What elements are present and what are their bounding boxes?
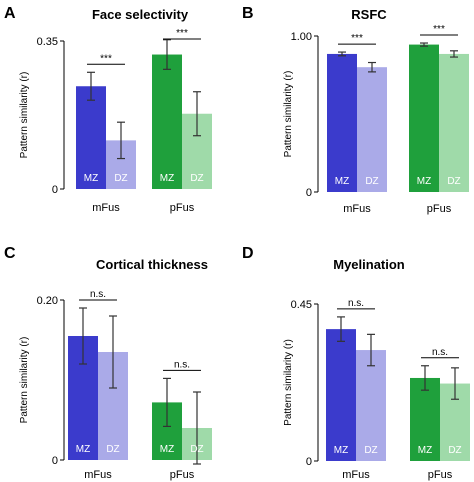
- bar-label: MZ: [84, 173, 98, 184]
- bar-label: DZ: [106, 444, 119, 455]
- panel-letter: D: [242, 245, 254, 262]
- bar-label: MZ: [160, 173, 174, 184]
- panel-c: C Cortical thickness 0 0.20 Pattern similari…: [4, 245, 212, 481]
- bar-pfus-mz: [410, 377, 440, 461]
- bar-pfus-mz: [409, 44, 439, 192]
- y-tick-label: 0: [306, 187, 312, 199]
- significance-label: ***: [433, 24, 445, 35]
- y-tick-label: 0.20: [37, 295, 58, 307]
- y-tick-label: 0: [52, 184, 58, 196]
- bar-pfus-mz: [152, 54, 182, 189]
- bar-label: DZ: [364, 445, 377, 456]
- panel-letter: A: [4, 5, 16, 22]
- bar-label: MZ: [334, 445, 348, 456]
- bar-label: MZ: [417, 176, 431, 187]
- bar-label: DZ: [114, 173, 127, 184]
- bar-label: MZ: [76, 444, 90, 455]
- y-axis-label: Pattern similarity (r): [19, 72, 30, 159]
- significance-label: n.s.: [348, 298, 364, 309]
- bar-label: MZ: [418, 445, 432, 456]
- bar-mfus-mz: [326, 329, 356, 461]
- y-tick-label: 0: [306, 456, 312, 468]
- category-label: pFus: [170, 469, 195, 481]
- bar-mfus-mz: [327, 53, 357, 192]
- bar-label: DZ: [190, 173, 203, 184]
- chart-title: Myelination: [333, 257, 405, 272]
- bar-mfus-dz: [357, 67, 387, 192]
- y-axis-label: Pattern similarity (r): [283, 71, 294, 158]
- significance-label: ***: [351, 33, 363, 44]
- bar-label: DZ: [447, 176, 460, 187]
- panel-a: A Face selectivity 0 0.35 Pattern similarity…: [4, 5, 212, 214]
- chart-title: Face selectivity: [92, 7, 189, 22]
- category-label: pFus: [428, 469, 453, 481]
- significance-label: n.s.: [432, 347, 448, 358]
- bar-mfus-mz: [76, 86, 106, 189]
- y-tick-label: 0: [52, 455, 58, 467]
- bar-mfus-dz: [356, 350, 386, 461]
- category-label: mFus: [92, 202, 120, 214]
- y-tick-label: 0.35: [37, 36, 58, 48]
- y-axis-label: Pattern similarity (r): [19, 337, 30, 424]
- y-axis-label: Pattern similarity (r): [283, 339, 294, 426]
- category-label: mFus: [342, 469, 370, 481]
- bar-label: DZ: [365, 176, 378, 187]
- bar-pfus-dz: [439, 53, 469, 192]
- chart-title: Cortical thickness: [96, 257, 208, 272]
- bar-label: MZ: [335, 176, 349, 187]
- bar-label: MZ: [160, 444, 174, 455]
- bar-label: DZ: [190, 444, 203, 455]
- y-tick-label: 0.45: [291, 299, 312, 311]
- bar-label: DZ: [448, 445, 461, 456]
- y-tick-label: 1.00: [291, 31, 312, 43]
- category-label: pFus: [427, 203, 452, 215]
- chart-title: RSFC: [351, 7, 387, 22]
- panel-d: D Myelination 0 0.45 Pattern similarity (r) M…: [242, 245, 470, 481]
- significance-label: n.s.: [174, 359, 190, 370]
- significance-label: n.s.: [90, 289, 106, 300]
- panel-b: B RSFC 0 1.00 Pattern similarity (r) MZ DZ mFus…: [242, 5, 469, 215]
- significance-label: ***: [100, 53, 112, 64]
- panel-letter: C: [4, 245, 16, 262]
- category-label: mFus: [343, 203, 371, 215]
- category-label: pFus: [170, 202, 195, 214]
- panel-letter: B: [242, 5, 254, 22]
- category-label: mFus: [84, 469, 112, 481]
- significance-label: ***: [176, 28, 188, 39]
